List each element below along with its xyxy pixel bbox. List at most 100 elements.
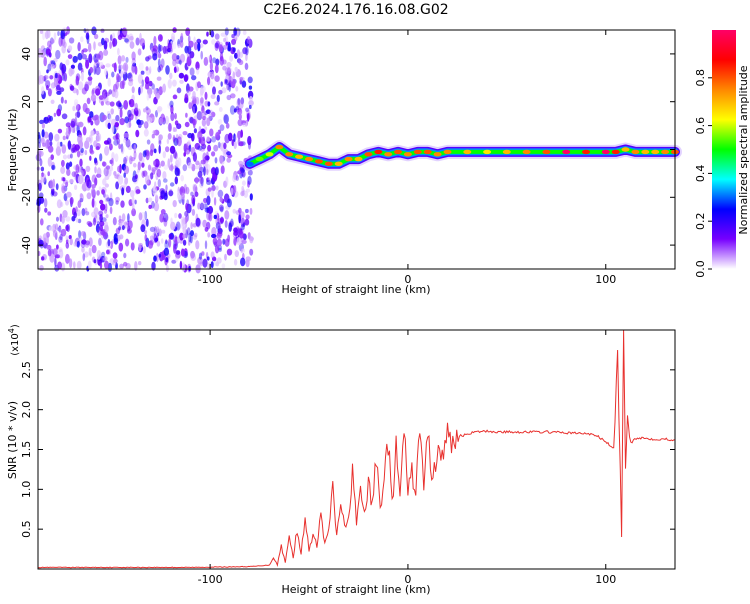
spectrogram-noise-cell — [145, 197, 149, 204]
spectrogram-signal-peak — [314, 159, 323, 164]
spectrogram-noise-cell — [120, 143, 124, 153]
spectrogram-noise-cell — [146, 139, 151, 145]
spectrogram-noise-cell — [89, 251, 92, 257]
spectrogram-noise-cell — [157, 43, 161, 54]
spectrogram-noise-cell — [185, 27, 191, 36]
spectrogram-noise-cell — [172, 79, 177, 87]
spectrogram-noise-cell — [87, 116, 91, 124]
x-tick-label: -100 — [198, 273, 223, 286]
spectrogram-noise-cell — [157, 178, 161, 188]
spectrogram-noise-cell — [128, 100, 132, 105]
spectrogram-noise-cell — [56, 199, 63, 209]
spectrogram-noise-cell — [153, 148, 157, 154]
spectrogram-noise-cell — [115, 200, 119, 205]
spectrogram-noise-cell — [90, 130, 95, 136]
spectrogram-noise-cell — [69, 238, 73, 246]
spectrogram-noise-cell — [187, 140, 191, 146]
spectrogram-noise-cell — [138, 242, 144, 249]
spectrogram-noise-cell — [179, 260, 183, 270]
spectrogram-noise-cell — [95, 130, 100, 135]
spectrogram-noise-cell — [91, 26, 97, 36]
spectrogram-signal-peak — [305, 156, 313, 162]
spectrogram-noise-cell — [128, 33, 134, 44]
spectrogram-noise-cell — [115, 196, 120, 203]
spectrogram-noise-cell — [199, 99, 204, 107]
spectrogram-noise-cell — [215, 132, 220, 141]
spectrogram-noise-cell — [248, 100, 254, 106]
spectrogram-noise-cell — [108, 113, 112, 122]
spectrogram-noise-cell — [215, 216, 220, 226]
spectrogram-noise-cell — [195, 96, 200, 105]
spectrogram-noise-cell — [147, 87, 153, 96]
spectrogram-noise-cell — [192, 152, 197, 162]
spectrogram-noise-cell — [230, 187, 234, 196]
spectrogram-noise-cell — [47, 156, 52, 167]
spectrogram-noise-cell — [128, 120, 132, 128]
spectrogram-noise-cell — [123, 132, 130, 138]
spectrogram-noise-cell — [122, 27, 128, 36]
spectrogram-noise-cell — [236, 29, 240, 38]
x-tick-label: 0 — [404, 273, 411, 286]
spectrogram-noise-cell — [249, 235, 254, 244]
spectrogram-noise-cell — [233, 133, 236, 142]
spectrogram-noise-cell — [131, 208, 137, 217]
spectrogram-noise-cell — [195, 160, 200, 166]
spectrogram-noise-cell — [172, 235, 178, 243]
spectrogram-noise-cell — [86, 34, 90, 45]
spectrogram-noise-cell — [106, 111, 111, 116]
spectrogram-noise-cell — [152, 45, 158, 52]
spectrogram-noise-cell — [206, 221, 211, 230]
spectrogram-noise-cell — [42, 142, 46, 147]
spectrogram-noise-cell — [98, 186, 102, 191]
spectrogram-noise-cell — [109, 41, 112, 49]
spectrogram-noise-cell — [186, 90, 191, 96]
spectrogram-noise-cell — [119, 118, 125, 126]
spectrogram-noise-cell — [88, 42, 92, 53]
spectrogram-noise-cell — [158, 140, 162, 146]
spectrogram-noise-cell — [167, 158, 171, 168]
spectrogram-noise-cell — [50, 63, 55, 70]
spectrogram-noise-cell — [134, 102, 138, 112]
spectrogram-noise-cell — [231, 34, 235, 39]
spectrogram-noise-cell — [234, 250, 239, 258]
spectrogram-noise-cell — [182, 226, 187, 235]
chart-title: C2E6.2024.176.16.08.G02 — [263, 2, 448, 18]
spectrogram-noise-cell — [148, 93, 152, 99]
spectrogram-noise-cell — [214, 42, 219, 52]
spectrogram-noise-cell — [247, 175, 252, 185]
spectrogram-noise-cell — [143, 184, 147, 190]
spectrogram-noise-cell — [106, 197, 111, 202]
spectrogram-noise-cell — [123, 165, 130, 175]
spectrogram-noise-cell — [184, 121, 190, 128]
spectrogram-noise-cell — [214, 157, 218, 164]
spectrogram-noise-cell — [238, 99, 244, 110]
spectrogram-noise-cell — [62, 210, 68, 218]
spectrogram-noise-cell — [207, 76, 211, 86]
spectrogram-noise-cell — [194, 186, 198, 194]
spectrogram-noise-cell — [60, 29, 66, 40]
spectrogram-noise-cell — [137, 74, 143, 84]
spectrogram-noise-cell — [85, 59, 90, 69]
spectrogram-noise-cell — [207, 187, 212, 192]
spectrogram-noise-cell — [43, 198, 48, 208]
spectrogram-signal-peak — [502, 149, 511, 155]
spectrogram-noise-cell — [125, 155, 129, 162]
spectrogram-noise-cell — [94, 160, 99, 166]
spectrogram-noise-cell — [39, 158, 43, 167]
spectrogram-noise-cell — [204, 110, 208, 116]
spectrogram-noise-cell — [46, 29, 51, 39]
spectrogram-noise-cell — [111, 71, 115, 78]
spectrogram-noise-cell — [188, 102, 192, 110]
spectrogram-noise-cell — [140, 224, 146, 233]
spectrogram-noise-cell — [85, 137, 92, 142]
spectrogram-signal-peak — [334, 161, 343, 166]
spectrogram-noise-cell — [65, 122, 71, 128]
spectrogram-noise-cell — [172, 94, 178, 100]
spectrogram-noise-cell — [108, 89, 113, 95]
spectrogram-noise-cell — [89, 147, 94, 154]
spectrogram-noise-cell — [125, 185, 131, 193]
spectrogram-noise-cell — [164, 256, 168, 266]
spectrogram-noise-cell — [185, 186, 190, 195]
spectrogram-noise-cell — [174, 257, 179, 262]
spectrogram-noise-cell — [157, 52, 162, 59]
